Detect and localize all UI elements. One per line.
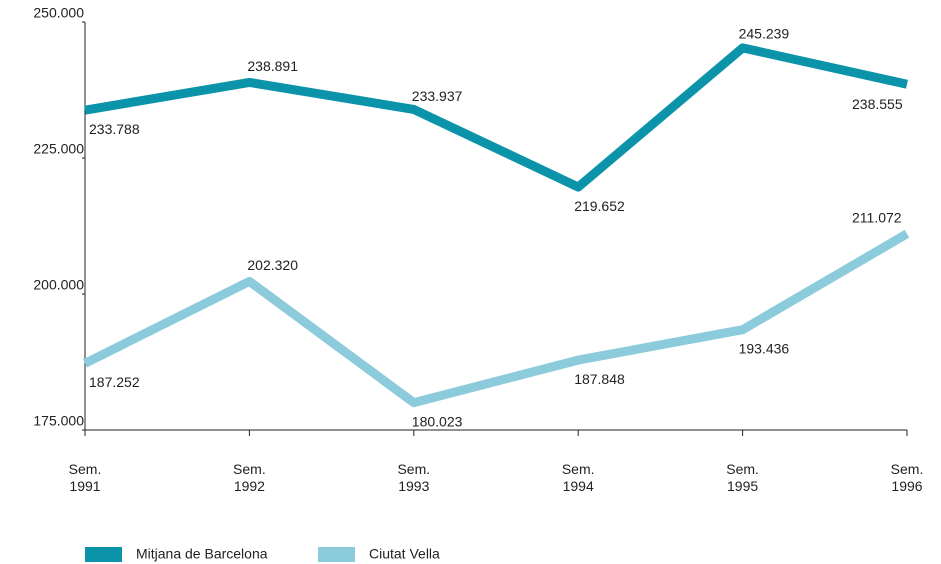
- data-label: 180.023: [412, 413, 463, 429]
- data-label: 211.072: [852, 209, 902, 225]
- y-tick-label: 250.000: [33, 5, 84, 21]
- line-series: [82, 229, 910, 408]
- data-label: 193.436: [739, 340, 790, 356]
- data-label: 238.891: [247, 58, 298, 74]
- data-label: 219.652: [574, 198, 625, 214]
- y-tick-label: 225.000: [33, 141, 84, 157]
- legend-label: Mitjana de Barcelona: [136, 546, 268, 562]
- data-label: 233.788: [89, 121, 140, 137]
- x-tick-label: Sem. 1994: [562, 461, 595, 494]
- y-tick-label: 200.000: [33, 277, 84, 293]
- legend-label: Ciutat Vella: [369, 546, 440, 562]
- data-label: 187.848: [574, 371, 625, 387]
- x-tick-label: Sem. 1995: [726, 461, 759, 494]
- y-tick-label: 175.000: [33, 413, 84, 429]
- legend-swatch: [318, 547, 355, 562]
- data-label: 202.320: [247, 257, 298, 273]
- x-tick-label: Sem. 1993: [397, 461, 430, 494]
- data-label: 238.555: [852, 96, 903, 112]
- data-label: 245.239: [739, 26, 790, 42]
- legend-swatch: [85, 547, 122, 562]
- x-tick-label: Sem. 1996: [891, 461, 924, 494]
- x-tick-label: Sem. 1992: [233, 461, 266, 494]
- data-label: 187.252: [89, 374, 140, 390]
- data-label: 233.937: [412, 88, 463, 104]
- x-tick-label: Sem. 1991: [69, 461, 102, 494]
- line-series: [84, 43, 908, 192]
